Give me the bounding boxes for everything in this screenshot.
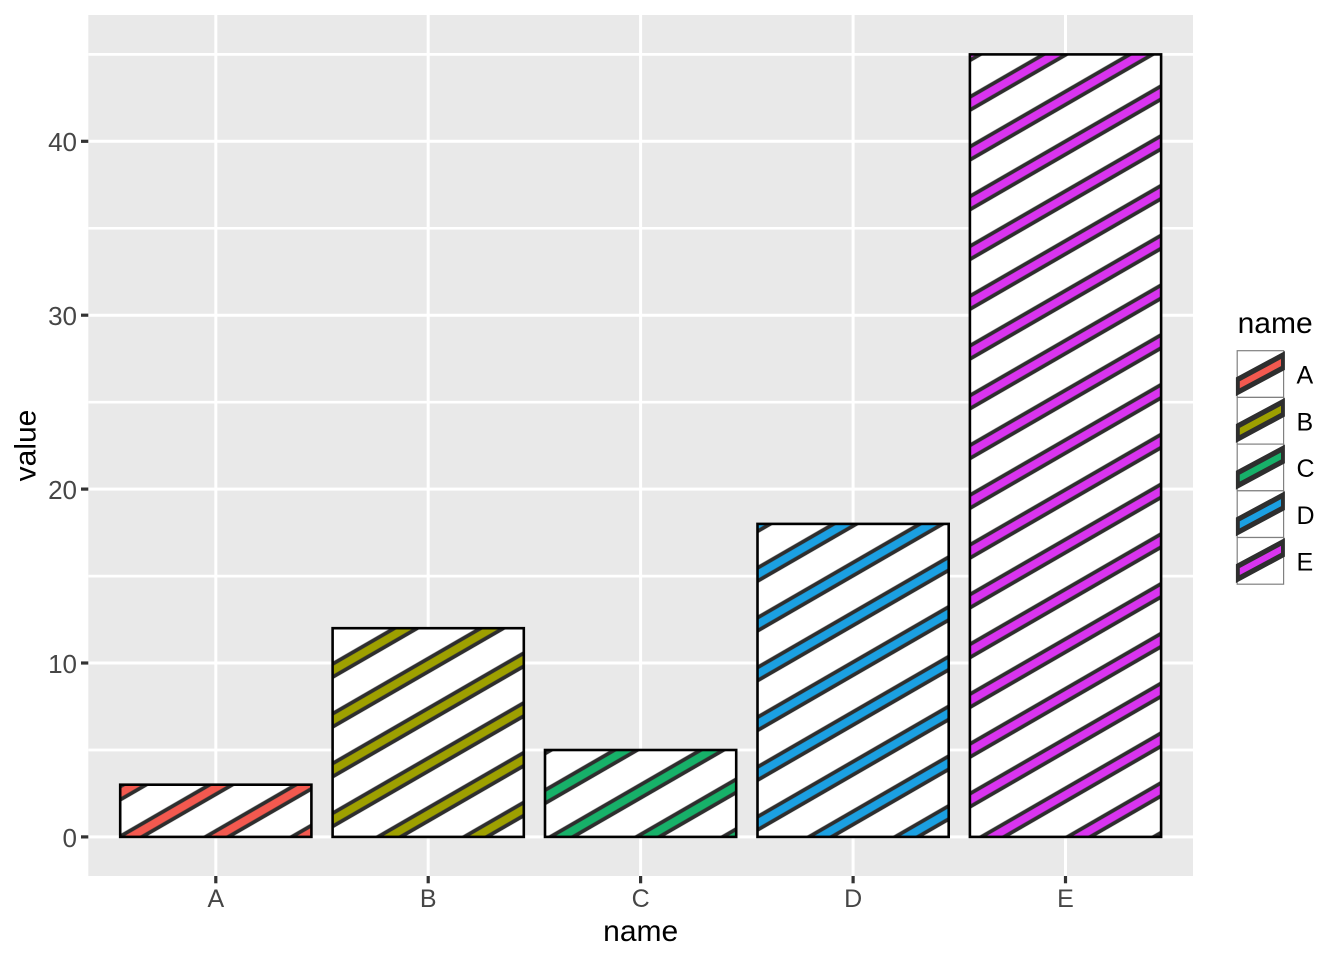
svg-text:30: 30 <box>48 301 77 331</box>
svg-text:40: 40 <box>48 127 77 157</box>
svg-text:D: D <box>844 885 862 913</box>
svg-text:D: D <box>1297 502 1315 530</box>
svg-text:C: C <box>1297 455 1315 483</box>
svg-text:10: 10 <box>48 649 77 679</box>
svg-text:value: value <box>10 410 43 482</box>
svg-text:A: A <box>1297 362 1314 390</box>
svg-text:B: B <box>1297 408 1314 436</box>
svg-text:A: A <box>207 885 224 913</box>
svg-text:C: C <box>632 885 650 913</box>
svg-text:E: E <box>1057 885 1074 913</box>
svg-text:0: 0 <box>63 823 77 853</box>
svg-text:name: name <box>603 915 678 948</box>
svg-text:name: name <box>1238 307 1313 340</box>
svg-text:B: B <box>420 885 437 913</box>
svg-text:E: E <box>1297 549 1314 577</box>
svg-text:20: 20 <box>48 475 77 505</box>
